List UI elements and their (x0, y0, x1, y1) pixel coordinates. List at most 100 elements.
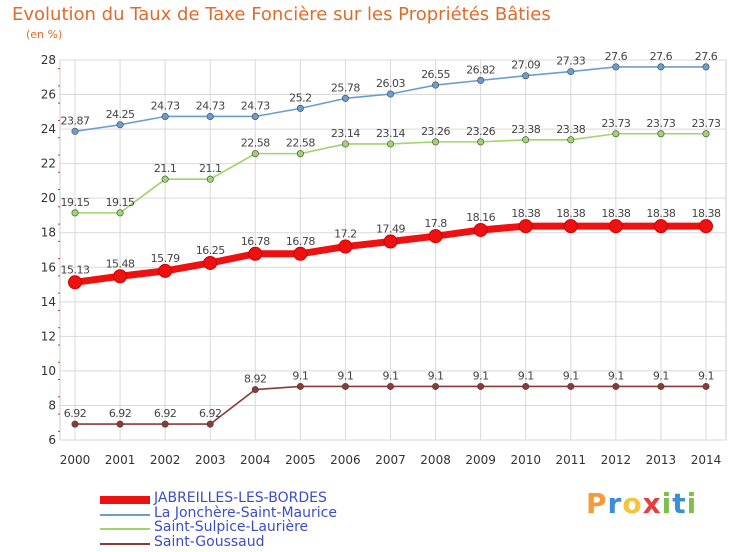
data-point-saint-sulpice-lauri-re (477, 138, 485, 146)
data-label-jabreilles-les-bordes: 17.49 (376, 223, 405, 236)
data-label-jabreilles-les-bordes: 18.38 (556, 207, 585, 220)
y-tick-label: 26 (41, 88, 56, 102)
legend-label: JABREILLES-LES-BORDES (154, 490, 327, 506)
x-tick-label: 2002 (150, 453, 181, 467)
data-point-saint-goussaud (386, 382, 394, 390)
data-label-jabreilles-les-bordes: 17.8 (424, 217, 447, 230)
data-label-la-jonch-re-saint-maurice: 24.25 (106, 108, 135, 121)
y-tick-label: 18 (41, 226, 56, 240)
data-point-la-jonch-re-saint-maurice (522, 72, 530, 80)
data-label-saint-sulpice-lauri-re: 22.58 (286, 137, 315, 150)
x-tick-label: 2001 (105, 453, 136, 467)
data-label-saint-sulpice-lauri-re: 22.58 (241, 137, 270, 150)
data-point-saint-goussaud (116, 420, 124, 428)
data-label-jabreilles-les-bordes: 15.48 (106, 257, 135, 270)
y-tick-label: 24 (41, 122, 56, 136)
x-tick-label: 2000 (60, 453, 91, 467)
data-point-saint-sulpice-lauri-re (657, 130, 665, 138)
data-label-saint-sulpice-lauri-re: 21.1 (154, 162, 177, 175)
data-label-saint-goussaud: 9.1 (653, 369, 669, 382)
data-label-saint-sulpice-lauri-re: 19.15 (106, 196, 135, 209)
x-tick-label: 2008 (420, 453, 451, 467)
data-label-la-jonch-re-saint-maurice: 26.55 (421, 68, 450, 81)
logo-letter: i (686, 487, 698, 520)
y-tick-label: 22 (41, 157, 56, 171)
data-point-saint-goussaud (702, 382, 710, 390)
x-tick-label: 2010 (510, 453, 541, 467)
data-point-saint-sulpice-lauri-re (251, 150, 259, 158)
data-point-la-jonch-re-saint-maurice (116, 121, 124, 129)
data-point-saint-sulpice-lauri-re (386, 140, 394, 148)
data-label-saint-sulpice-lauri-re: 21.1 (199, 162, 222, 175)
data-point-saint-sulpice-lauri-re (71, 209, 79, 217)
data-point-saint-sulpice-lauri-re (522, 136, 530, 144)
x-tick-label: 2006 (330, 453, 361, 467)
data-label-jabreilles-les-bordes: 15.13 (61, 263, 90, 276)
data-label-saint-goussaud: 9.1 (518, 369, 534, 382)
data-point-la-jonch-re-saint-maurice (702, 63, 710, 71)
data-point-la-jonch-re-saint-maurice (432, 81, 440, 89)
data-point-saint-goussaud (71, 420, 79, 428)
data-label-saint-sulpice-lauri-re: 23.38 (556, 123, 585, 136)
data-label-saint-goussaud: 9.1 (383, 369, 399, 382)
data-point-la-jonch-re-saint-maurice (477, 76, 485, 84)
data-point-saint-sulpice-lauri-re (432, 138, 440, 146)
y-tick-label: 20 (41, 191, 56, 205)
data-point-saint-goussaud (612, 382, 620, 390)
data-point-la-jonch-re-saint-maurice (612, 63, 620, 71)
chart-title: Evolution du Taux de Taxe Foncière sur l… (12, 4, 551, 25)
data-point-la-jonch-re-saint-maurice (71, 127, 79, 135)
data-point-saint-sulpice-lauri-re (702, 130, 710, 138)
data-point-jabreilles-les-bordes (428, 229, 443, 244)
data-label-saint-goussaud: 9.1 (563, 369, 579, 382)
x-tick-label: 2009 (465, 453, 496, 467)
data-label-jabreilles-les-bordes: 18.38 (601, 207, 630, 220)
data-point-jabreilles-les-bordes (248, 246, 263, 261)
data-point-la-jonch-re-saint-maurice (657, 63, 665, 71)
data-label-jabreilles-les-bordes: 17.2 (334, 228, 357, 241)
data-point-la-jonch-re-saint-maurice (161, 112, 169, 120)
y-tick-label: 12 (41, 329, 56, 343)
data-point-jabreilles-les-bordes (113, 269, 128, 284)
data-point-la-jonch-re-saint-maurice (206, 112, 214, 120)
data-label-saint-goussaud: 9.1 (698, 369, 714, 382)
data-point-jabreilles-les-bordes (68, 275, 82, 290)
data-point-saint-sulpice-lauri-re (567, 136, 575, 144)
data-point-saint-sulpice-lauri-re (116, 209, 124, 217)
data-label-saint-goussaud: 9.1 (473, 369, 489, 382)
data-point-jabreilles-les-bordes (473, 222, 488, 237)
data-point-jabreilles-les-bordes (338, 239, 353, 254)
x-tick-label: 2014 (691, 453, 722, 467)
data-label-saint-goussaud: 6.92 (109, 407, 132, 420)
x-tick-label: 2013 (646, 453, 677, 467)
data-point-saint-goussaud (567, 382, 575, 390)
data-label-saint-sulpice-lauri-re: 23.38 (511, 123, 540, 136)
data-point-jabreilles-les-bordes (293, 246, 308, 261)
data-label-jabreilles-les-bordes: 18.38 (692, 207, 721, 220)
y-tick-label: 6 (48, 433, 56, 447)
legend-label: Saint-Sulpice-Laurière (154, 519, 309, 535)
logo-letter: t (672, 487, 687, 520)
data-label-la-jonch-re-saint-maurice: 26.82 (466, 63, 495, 76)
data-label-la-jonch-re-saint-maurice: 24.73 (151, 99, 180, 112)
logo-letter: i (661, 487, 673, 520)
data-point-saint-goussaud (161, 420, 169, 428)
data-label-la-jonch-re-saint-maurice: 27.6 (605, 50, 628, 63)
legend-swatch (100, 528, 150, 530)
data-label-saint-goussaud: 9.1 (292, 369, 308, 382)
data-label-saint-goussaud: 9.1 (608, 369, 624, 382)
x-tick-label: 2012 (601, 453, 632, 467)
data-label-saint-sulpice-lauri-re: 23.26 (466, 125, 495, 138)
y-tick-label: 8 (48, 398, 56, 412)
data-point-saint-sulpice-lauri-re (296, 150, 304, 158)
data-label-la-jonch-re-saint-maurice: 26.03 (376, 77, 405, 90)
y-tick-label: 16 (41, 260, 56, 274)
data-label-jabreilles-les-bordes: 18.38 (646, 207, 675, 220)
y-tick-label: 10 (41, 364, 56, 378)
data-point-saint-sulpice-lauri-re (612, 130, 620, 138)
data-point-saint-sulpice-lauri-re (206, 175, 214, 183)
data-label-saint-sulpice-lauri-re: 23.73 (692, 117, 721, 130)
data-point-jabreilles-les-bordes (563, 219, 578, 234)
